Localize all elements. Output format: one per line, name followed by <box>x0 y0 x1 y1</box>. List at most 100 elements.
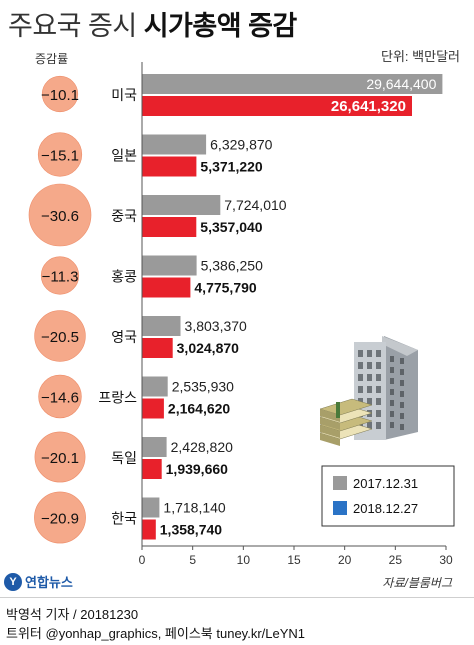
category-label: 미국 <box>111 87 137 103</box>
category-label: 일본 <box>111 148 137 164</box>
category-label: 프랑스 <box>98 390 137 406</box>
value-label-2018: 2,164,620 <box>168 401 230 417</box>
bar-2018 <box>142 96 412 116</box>
building-window <box>376 386 381 393</box>
bar-2017 <box>142 316 181 336</box>
bar-2018 <box>142 459 162 479</box>
title-light: 주요국 증시 <box>8 11 137 41</box>
bar-2017 <box>142 195 221 215</box>
value-label-2018: 26,641,320 <box>331 98 406 115</box>
bar-2017 <box>142 437 167 457</box>
bar-2018 <box>142 338 173 358</box>
category-label: 중국 <box>111 208 137 224</box>
change-label: −11.3 <box>42 269 79 286</box>
building-window <box>358 374 363 381</box>
category-label: 홍콩 <box>111 269 137 285</box>
bar-2018 <box>142 156 197 177</box>
value-label-2017: 1,718,140 <box>163 500 225 516</box>
unit-label: 단위: 백만달러 <box>381 49 460 64</box>
building-window <box>358 386 363 393</box>
bar-2018 <box>142 217 197 237</box>
building-window <box>400 380 404 386</box>
value-label-2018: 3,024,870 <box>177 340 239 356</box>
building-window <box>376 362 381 369</box>
change-circle <box>34 310 86 362</box>
value-label-2017: 5,386,250 <box>201 258 263 274</box>
bar-2017 <box>142 376 168 397</box>
building-window <box>376 422 381 429</box>
legend-label-2017: 2017.12.31 <box>353 476 418 491</box>
legend-swatch-2018 <box>333 501 347 515</box>
building-window <box>400 413 404 419</box>
building-roof <box>382 336 418 356</box>
change-circle <box>28 183 92 247</box>
building-window <box>400 424 404 430</box>
change-label: −30.6 <box>41 208 79 225</box>
yonhap-logo-icon: Y <box>4 572 22 591</box>
value-label-2018: 1,939,660 <box>166 461 228 477</box>
building-window <box>376 410 381 417</box>
value-label-2017: 29,644,400 <box>366 76 436 92</box>
money-stack-side <box>320 433 340 446</box>
building-window <box>367 398 372 405</box>
value-label-2018: 5,371,220 <box>200 159 262 175</box>
money-band <box>336 402 340 418</box>
value-label-2017: 2,535,930 <box>172 379 234 395</box>
money-stack-side <box>320 425 340 438</box>
change-circle <box>38 374 82 419</box>
change-column-header: 증감률 <box>35 52 69 66</box>
bar-2018 <box>142 398 164 419</box>
building-window <box>367 362 372 369</box>
x-tick-label: 0 <box>139 553 146 567</box>
change-label: −10.1 <box>41 87 79 104</box>
page-title: 주요국 증시 시가총액 증감 <box>8 6 297 46</box>
building-window <box>400 391 404 397</box>
building-window <box>358 350 363 357</box>
change-circle <box>37 132 83 177</box>
change-circle <box>41 75 79 113</box>
change-label: −15.1 <box>41 148 79 165</box>
bar-2017 <box>142 497 160 518</box>
social-links: 트위터 @yonhap_graphics, 페이스북 tuney.kr/LeYN… <box>6 626 306 641</box>
bar-2018 <box>142 277 191 298</box>
title-bold: 시가총액 증감 <box>143 11 298 41</box>
category-label: 독일 <box>111 450 137 466</box>
x-tick-label: 5 <box>189 553 196 567</box>
building-window <box>367 386 372 393</box>
category-label: 영국 <box>111 329 137 345</box>
building-window <box>367 422 372 429</box>
change-label: −20.5 <box>41 329 79 346</box>
building-window <box>390 422 394 428</box>
building-window <box>367 350 372 357</box>
bar-2017 <box>142 255 197 276</box>
building-window <box>376 374 381 381</box>
change-circle <box>34 431 86 483</box>
value-label-2017: 6,329,870 <box>210 137 272 153</box>
x-tick-label: 25 <box>389 553 403 567</box>
building-window <box>390 367 394 373</box>
value-label-2018: 4,775,790 <box>194 280 256 296</box>
bar-chart: −10.1 −15.1 −30.6 −11.3 −20.5 −14.6 −20.1 −20.9… <box>28 62 455 567</box>
legend-box <box>321 465 455 527</box>
legend-label-2018: 2018.12.27 <box>353 501 418 516</box>
building-window <box>376 398 381 405</box>
legend-swatch-2017 <box>333 476 347 490</box>
x-tick-label: 10 <box>237 553 251 567</box>
building-window <box>390 389 394 395</box>
building-window <box>400 358 404 364</box>
building-window <box>358 362 363 369</box>
building-window <box>367 374 372 381</box>
change-label: −20.9 <box>41 511 79 528</box>
building-window <box>400 369 404 375</box>
bar-2017 <box>142 134 207 155</box>
value-label-2017: 2,428,820 <box>171 439 233 455</box>
change-circle <box>40 256 80 295</box>
value-label-2017: 7,724,010 <box>224 197 286 213</box>
value-label-2018: 5,357,040 <box>200 219 262 235</box>
building-window <box>376 350 381 357</box>
change-label: −14.6 <box>41 390 79 407</box>
x-tick-label: 15 <box>287 553 301 567</box>
logo-text: 연합뉴스 <box>25 575 73 590</box>
building-window <box>390 411 394 417</box>
